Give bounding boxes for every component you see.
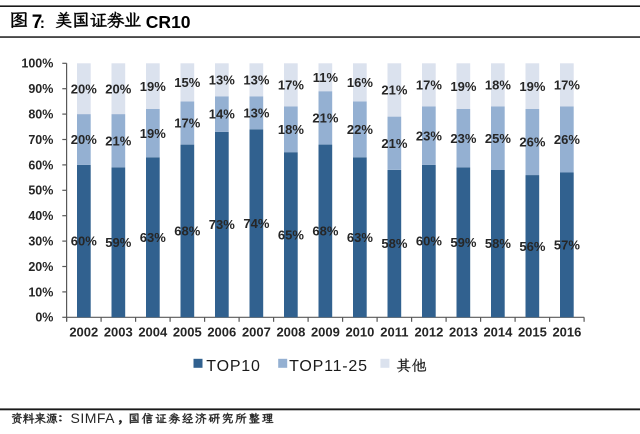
- svg-text:80%: 80%: [28, 108, 53, 122]
- svg-text:23%: 23%: [450, 131, 476, 146]
- svg-text:20%: 20%: [28, 260, 53, 274]
- svg-text:2012: 2012: [414, 325, 443, 340]
- svg-text:21%: 21%: [312, 111, 338, 126]
- svg-text:2010: 2010: [345, 325, 374, 340]
- svg-text:2014: 2014: [483, 325, 513, 340]
- svg-text:60%: 60%: [416, 234, 442, 249]
- svg-text:25%: 25%: [485, 131, 511, 146]
- svg-text:73%: 73%: [209, 217, 235, 232]
- svg-text:60%: 60%: [71, 234, 97, 249]
- svg-text:10%: 10%: [28, 285, 53, 299]
- svg-text:2006: 2006: [207, 325, 236, 340]
- svg-text:2011: 2011: [380, 325, 408, 340]
- svg-text:17%: 17%: [174, 116, 200, 131]
- svg-text:40%: 40%: [28, 209, 53, 223]
- svg-text:58%: 58%: [381, 236, 407, 251]
- svg-text:90%: 90%: [28, 82, 53, 96]
- svg-text:17%: 17%: [554, 78, 580, 93]
- svg-text:18%: 18%: [278, 122, 304, 137]
- svg-text:100%: 100%: [21, 57, 53, 71]
- svg-text:2009: 2009: [311, 325, 340, 340]
- svg-text:30%: 30%: [28, 235, 53, 249]
- svg-text:16%: 16%: [347, 75, 373, 90]
- svg-text:0%: 0%: [35, 311, 53, 325]
- svg-text:2007: 2007: [242, 325, 271, 340]
- svg-text:2015: 2015: [518, 325, 547, 340]
- svg-text:20%: 20%: [71, 132, 97, 147]
- svg-text:56%: 56%: [519, 239, 545, 254]
- svg-text:17%: 17%: [416, 78, 442, 93]
- svg-text:58%: 58%: [485, 236, 511, 251]
- svg-text:13%: 13%: [243, 72, 269, 87]
- svg-text:19%: 19%: [450, 79, 476, 94]
- svg-text:57%: 57%: [554, 238, 580, 253]
- svg-text:2002: 2002: [69, 325, 98, 340]
- svg-text:60%: 60%: [28, 158, 53, 172]
- svg-text:19%: 19%: [140, 79, 166, 94]
- svg-text:74%: 74%: [243, 216, 269, 231]
- svg-text:21%: 21%: [105, 133, 131, 148]
- svg-text:19%: 19%: [140, 126, 166, 141]
- svg-text:14%: 14%: [209, 107, 235, 122]
- svg-text::: :: [40, 15, 45, 32]
- svg-text:17%: 17%: [278, 78, 304, 93]
- svg-text:CR10: CR10: [146, 12, 191, 32]
- svg-text:68%: 68%: [312, 224, 338, 239]
- svg-text:21%: 21%: [381, 136, 407, 151]
- svg-text:59%: 59%: [450, 235, 476, 250]
- svg-text:11%: 11%: [313, 70, 339, 85]
- svg-text:SIMFA: SIMFA: [71, 410, 116, 426]
- svg-text:68%: 68%: [174, 224, 200, 239]
- svg-text:23%: 23%: [416, 128, 442, 143]
- svg-text:20%: 20%: [105, 81, 131, 96]
- svg-text:59%: 59%: [105, 235, 131, 250]
- svg-text:63%: 63%: [140, 230, 166, 245]
- svg-text:13%: 13%: [243, 105, 269, 120]
- svg-text:22%: 22%: [347, 122, 373, 137]
- svg-text:7: 7: [32, 12, 43, 33]
- svg-text:63%: 63%: [347, 230, 373, 245]
- svg-text:65%: 65%: [278, 227, 304, 242]
- svg-text:21%: 21%: [381, 83, 407, 98]
- svg-text:20%: 20%: [71, 81, 97, 96]
- svg-text:2003: 2003: [104, 325, 133, 340]
- svg-text:TOP10: TOP10: [206, 358, 260, 375]
- svg-text:18%: 18%: [485, 78, 511, 93]
- svg-text:2008: 2008: [276, 325, 305, 340]
- svg-text:15%: 15%: [174, 75, 200, 90]
- svg-text:50%: 50%: [28, 184, 53, 198]
- svg-text:19%: 19%: [519, 79, 545, 94]
- svg-text:26%: 26%: [519, 135, 545, 150]
- svg-text:TOP11-25: TOP11-25: [289, 358, 368, 375]
- svg-text:70%: 70%: [28, 133, 53, 147]
- svg-text:2004: 2004: [138, 325, 168, 340]
- svg-text:26%: 26%: [554, 132, 580, 147]
- svg-text:2005: 2005: [173, 325, 202, 340]
- svg-text:2016: 2016: [552, 325, 581, 340]
- svg-text:13%: 13%: [209, 72, 235, 87]
- svg-text:2013: 2013: [449, 325, 478, 340]
